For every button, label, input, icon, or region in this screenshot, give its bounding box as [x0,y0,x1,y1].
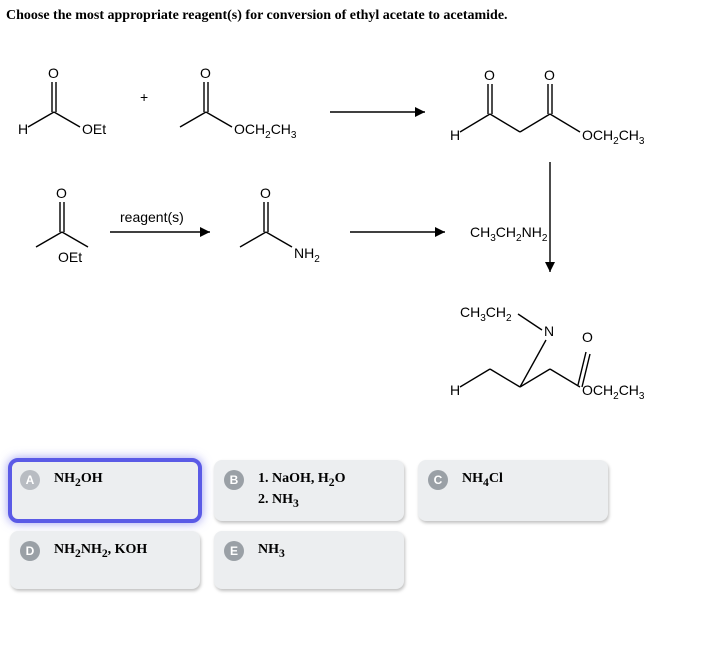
svg-text:H: H [450,382,460,398]
svg-text:O: O [48,65,59,81]
answer-option-a[interactable]: A NH2OH [10,460,200,521]
structures-svg: H O OEt + O OCH2CH3 [0,32,707,462]
option-letter-badge: B [224,470,244,490]
option-text: 1. NaOH, H2O2. NH3 [258,470,346,511]
svg-text:OCH2CH3: OCH2CH3 [234,121,297,141]
svg-text:+: + [140,89,148,105]
svg-text:H: H [18,121,28,137]
answer-option-d[interactable]: D NH2NH2, KOH [10,531,200,589]
svg-text:O: O [200,65,211,81]
answer-options: A NH2OH B 1. NaOH, H2O2. NH3 C NH4Cl D N… [10,460,690,589]
option-letter-badge: A [20,470,40,490]
svg-text:O: O [56,185,67,201]
answer-option-c[interactable]: C NH4Cl [418,460,608,521]
svg-text:reagent(s): reagent(s) [120,209,184,225]
option-text: NH2OH [54,470,103,491]
svg-text:O: O [484,67,495,83]
svg-text:NH2: NH2 [294,245,320,265]
svg-text:N: N [544,323,554,339]
svg-text:CH3CH2NH2: CH3CH2NH2 [470,224,548,244]
option-letter-badge: E [224,541,244,561]
svg-text:O: O [544,67,555,83]
svg-text:OEt: OEt [82,121,106,137]
question-title: Choose the most appropriate reagent(s) f… [0,0,707,32]
svg-text:OEt: OEt [58,249,82,265]
svg-text:OCH2CH3: OCH2CH3 [582,127,645,147]
svg-text:CH3CH2: CH3CH2 [460,304,512,324]
option-text: NH4Cl [462,470,503,491]
option-letter-badge: D [20,541,40,561]
option-text: NH3 [258,541,285,562]
answer-option-e[interactable]: E NH3 [214,531,404,589]
answer-option-b[interactable]: B 1. NaOH, H2O2. NH3 [214,460,404,521]
chemistry-diagram: H O OEt + O OCH2CH3 [0,32,707,462]
svg-text:O: O [582,329,593,345]
option-text: NH2NH2, KOH [54,541,147,562]
option-letter-badge: C [428,470,448,490]
svg-text:OCH2CH3: OCH2CH3 [582,382,645,402]
svg-text:H: H [450,127,460,143]
svg-text:O: O [260,185,271,201]
